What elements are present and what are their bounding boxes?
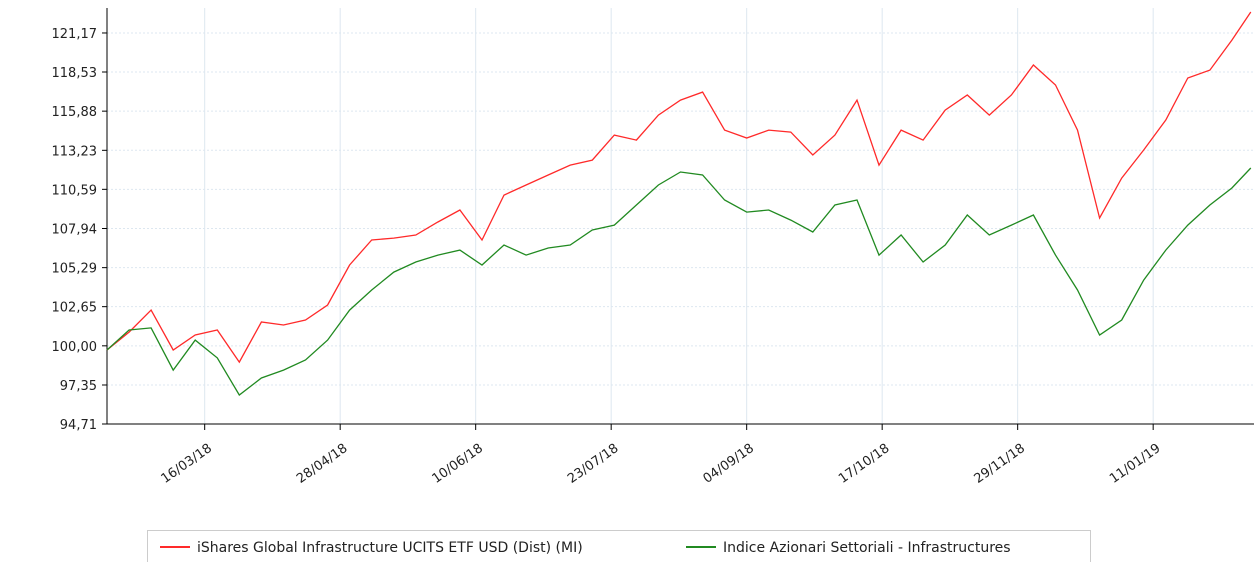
series-line xyxy=(106,11,1252,364)
legend-label: iShares Global Infrastructure UCITS ETF … xyxy=(197,540,583,556)
x-tick-label: 16/03/18 xyxy=(159,441,215,487)
x-tick-label: 10/06/18 xyxy=(430,441,486,487)
legend-box xyxy=(147,530,1091,562)
legend-label: Indice Azionari Settoriali - Infrastruct… xyxy=(723,540,1011,556)
y-tick-label: 107,94 xyxy=(52,222,98,237)
y-tick-label: 97,35 xyxy=(60,379,97,394)
y-tick-label: 121,17 xyxy=(52,27,98,42)
y-tick-label: 115,88 xyxy=(52,105,98,120)
y-tick-label: 94,71 xyxy=(60,418,97,433)
series-line xyxy=(106,167,1252,396)
x-tick-label: 11/01/19 xyxy=(1107,441,1163,487)
x-tick-label: 29/11/18 xyxy=(972,441,1028,487)
y-tick-label: 110,59 xyxy=(52,183,98,198)
x-tick-label: 23/07/18 xyxy=(565,441,621,487)
x-tick-label: 17/10/18 xyxy=(836,441,892,487)
y-tick-label: 113,23 xyxy=(52,144,98,159)
y-tick-label: 100,00 xyxy=(52,340,98,355)
y-tick-label: 102,65 xyxy=(52,301,98,316)
x-tick-label: 28/04/18 xyxy=(294,441,350,487)
x-tick-label: 04/09/18 xyxy=(701,441,757,487)
y-tick-label: 118,53 xyxy=(52,66,98,81)
y-tick-label: 105,29 xyxy=(52,262,98,277)
